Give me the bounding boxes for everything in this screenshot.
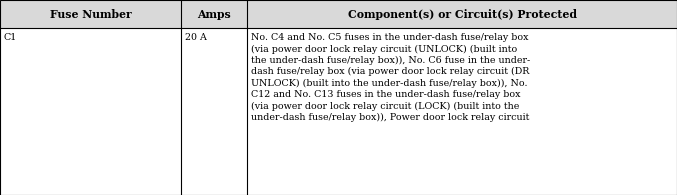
Text: C1: C1: [4, 33, 17, 42]
Text: Component(s) or Circuit(s) Protected: Component(s) or Circuit(s) Protected: [347, 9, 577, 20]
Text: Amps: Amps: [198, 9, 231, 20]
Bar: [0, 0, 677, 28]
Text: 20 A: 20 A: [185, 33, 207, 42]
Text: Fuse Number: Fuse Number: [50, 9, 131, 20]
Text: No. C4 and No. C5 fuses in the under-dash fuse/relay box
(via power door lock re: No. C4 and No. C5 fuses in the under-das…: [251, 33, 530, 122]
